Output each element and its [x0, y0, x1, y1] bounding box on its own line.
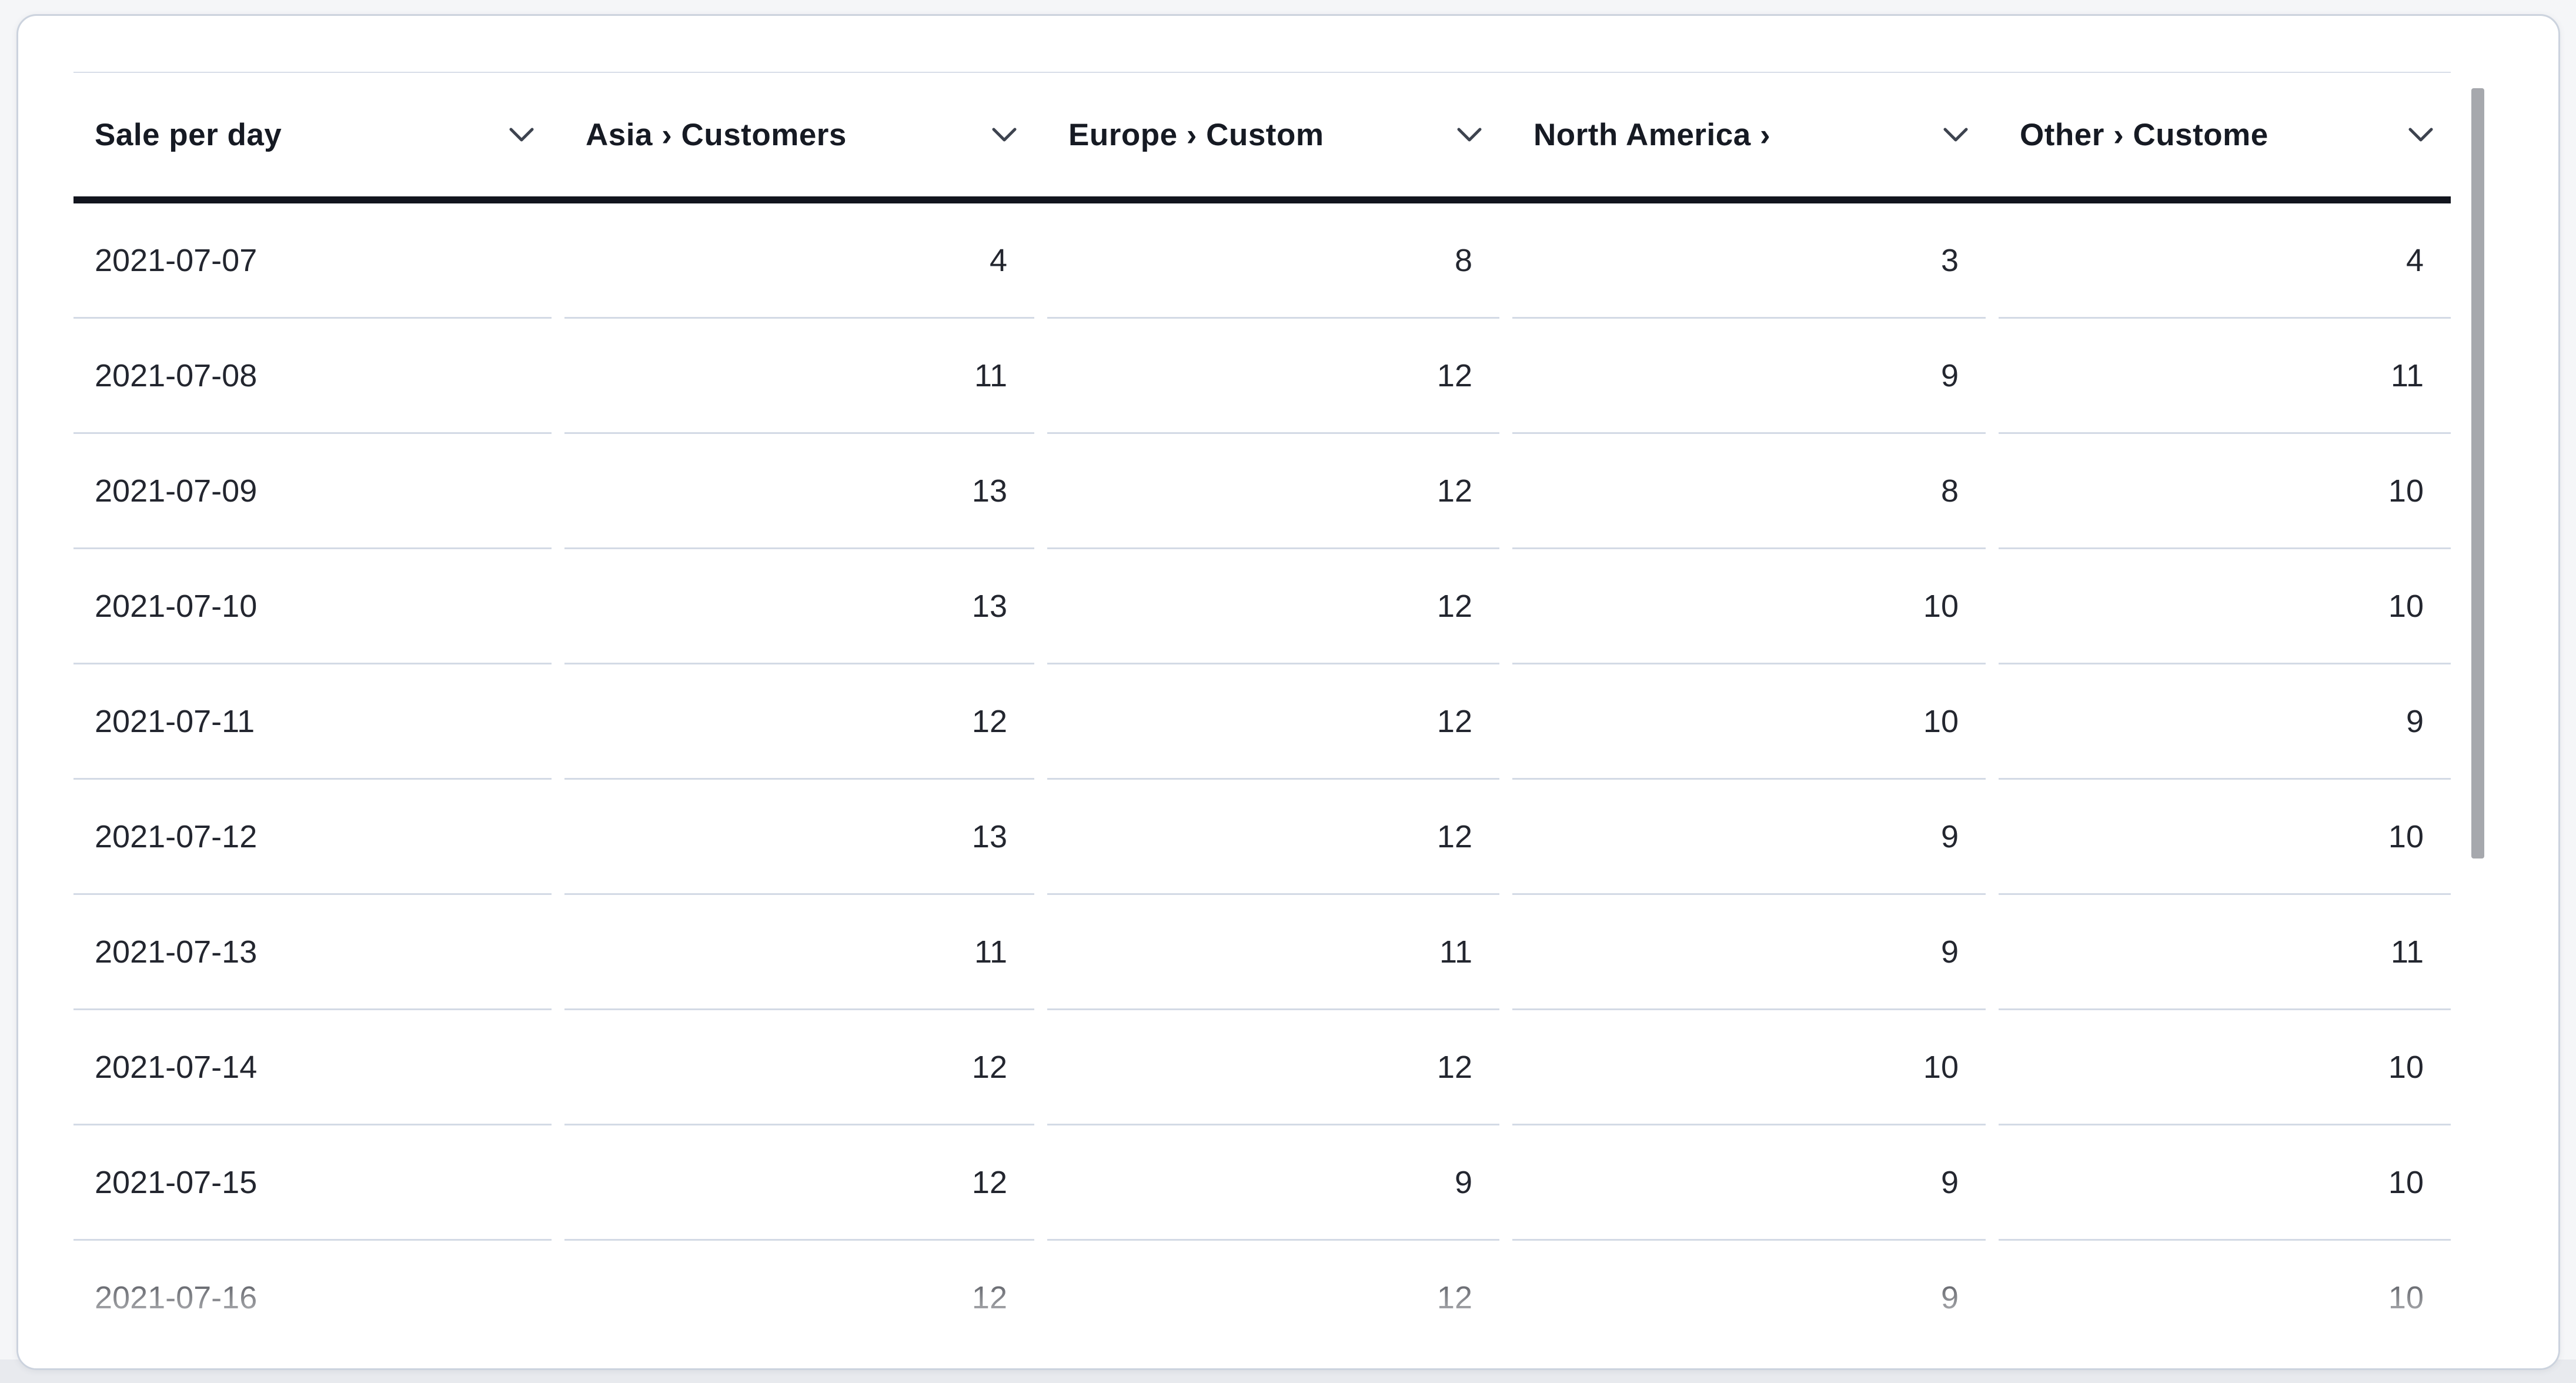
value-cell-other: 11	[1999, 895, 2451, 1010]
value-cell-asia: 13	[564, 434, 1034, 549]
value-cell-north-america: 9	[1512, 1125, 1986, 1241]
value-cell-other: 10	[1999, 549, 2451, 664]
chevron-down-icon[interactable]	[1942, 126, 1969, 143]
sales-per-day-table: Sale per day Asia › Customers Europe › C…	[73, 72, 2451, 1356]
value-cell-europe: 12	[1047, 434, 1499, 549]
table-card: Sale per day Asia › Customers Europe › C…	[16, 14, 2560, 1370]
table-row: 2021-07-10 13 12 10 10	[73, 549, 2451, 664]
value-cell-europe: 12	[1047, 319, 1499, 434]
value-cell-north-america: 10	[1512, 664, 1986, 780]
value-cell-north-america: 8	[1512, 434, 1986, 549]
table-row: 2021-07-15 12 9 9 10	[73, 1125, 2451, 1241]
value-cell-other: 10	[1999, 434, 2451, 549]
column-header-label: Sale per day	[95, 117, 282, 152]
table-row: 2021-07-07 4 8 3 4	[73, 203, 2451, 319]
table-row: 2021-07-12 13 12 9 10	[73, 780, 2451, 895]
value-cell-other: 9	[1999, 664, 2451, 780]
chevron-down-icon[interactable]	[991, 126, 1018, 143]
date-cell: 2021-07-10	[73, 549, 552, 664]
column-header-label: Other › Custome	[2020, 117, 2268, 152]
value-cell-asia: 11	[564, 895, 1034, 1010]
date-cell: 2021-07-15	[73, 1125, 552, 1241]
table-row: 2021-07-11 12 12 10 9	[73, 664, 2451, 780]
vertical-scrollbar-thumb[interactable]	[2471, 88, 2484, 858]
value-cell-other: 10	[1999, 1125, 2451, 1241]
date-cell: 2021-07-13	[73, 895, 552, 1010]
date-cell: 2021-07-14	[73, 1010, 552, 1125]
date-cell: 2021-07-09	[73, 434, 552, 549]
value-cell-north-america: 9	[1512, 895, 1986, 1010]
date-cell: 2021-07-16	[73, 1241, 552, 1356]
chevron-down-icon[interactable]	[2407, 126, 2434, 143]
value-cell-north-america: 10	[1512, 549, 1986, 664]
value-cell-asia: 13	[564, 549, 1034, 664]
chevron-down-icon[interactable]	[1456, 126, 1483, 143]
value-cell-asia: 11	[564, 319, 1034, 434]
value-cell-europe: 12	[1047, 664, 1499, 780]
value-cell-asia: 12	[564, 664, 1034, 780]
column-header-sale-per-day[interactable]: Sale per day	[73, 73, 552, 196]
date-cell: 2021-07-11	[73, 664, 552, 780]
value-cell-europe: 11	[1047, 895, 1499, 1010]
value-cell-asia: 12	[564, 1241, 1034, 1356]
column-header-europe-customers[interactable]: Europe › Custom	[1047, 73, 1499, 196]
table-row: 2021-07-13 11 11 9 11	[73, 895, 2451, 1010]
value-cell-europe: 12	[1047, 1241, 1499, 1356]
value-cell-north-america: 9	[1512, 780, 1986, 895]
value-cell-europe: 12	[1047, 780, 1499, 895]
date-cell: 2021-07-08	[73, 319, 552, 434]
value-cell-other: 4	[1999, 203, 2451, 319]
table-row: 2021-07-09 13 12 8 10	[73, 434, 2451, 549]
column-header-label: Europe › Custom	[1068, 117, 1324, 152]
value-cell-asia: 12	[564, 1010, 1034, 1125]
value-cell-asia: 4	[564, 203, 1034, 319]
value-cell-north-america: 3	[1512, 203, 1986, 319]
value-cell-asia: 12	[564, 1125, 1034, 1241]
column-header-north-america-customers[interactable]: North America ›	[1512, 73, 1986, 196]
column-header-asia-customers[interactable]: Asia › Customers	[564, 73, 1034, 196]
table-row: 2021-07-08 11 12 9 11	[73, 319, 2451, 434]
table-row: 2021-07-16 12 12 9 10	[73, 1241, 2451, 1356]
column-header-label: North America ›	[1533, 117, 1771, 152]
value-cell-other: 10	[1999, 780, 2451, 895]
value-cell-asia: 13	[564, 780, 1034, 895]
value-cell-europe: 9	[1047, 1125, 1499, 1241]
value-cell-europe: 12	[1047, 1010, 1499, 1125]
table-row: 2021-07-14 12 12 10 10	[73, 1010, 2451, 1125]
value-cell-north-america: 10	[1512, 1010, 1986, 1125]
table-header-row: Sale per day Asia › Customers Europe › C…	[73, 72, 2451, 203]
date-cell: 2021-07-07	[73, 203, 552, 319]
date-cell: 2021-07-12	[73, 780, 552, 895]
value-cell-other: 11	[1999, 319, 2451, 434]
value-cell-other: 10	[1999, 1010, 2451, 1125]
value-cell-europe: 8	[1047, 203, 1499, 319]
table-body: 2021-07-07 4 8 3 4 2021-07-08 11 12 9 11	[73, 203, 2451, 1356]
value-cell-north-america: 9	[1512, 319, 1986, 434]
value-cell-other: 10	[1999, 1241, 2451, 1356]
column-header-other-customers[interactable]: Other › Custome	[1999, 73, 2451, 196]
chevron-down-icon[interactable]	[508, 126, 535, 143]
value-cell-north-america: 9	[1512, 1241, 1986, 1356]
value-cell-europe: 12	[1047, 549, 1499, 664]
column-header-label: Asia › Customers	[586, 117, 847, 152]
